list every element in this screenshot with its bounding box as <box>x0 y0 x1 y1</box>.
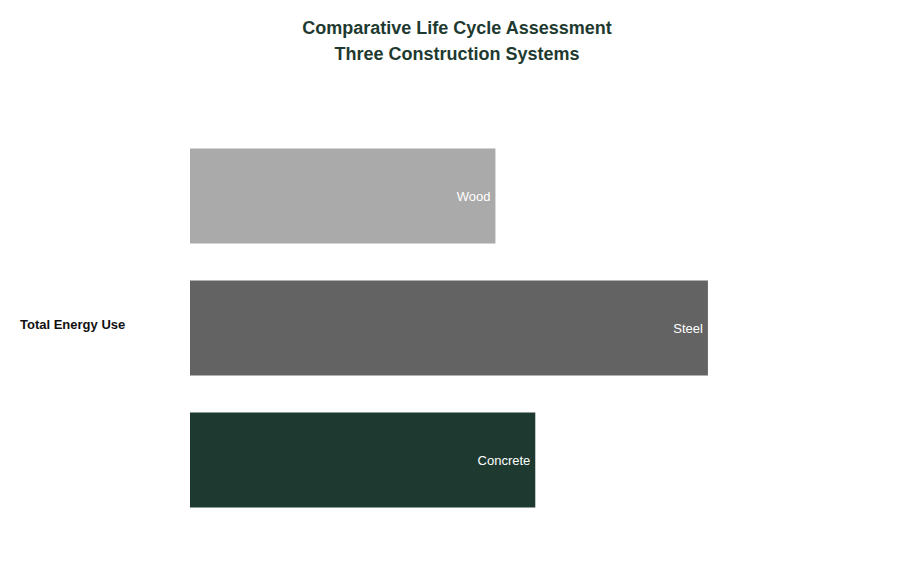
svg-text:Steel: Steel <box>673 321 703 336</box>
svg-text:Concrete: Concrete <box>478 453 531 468</box>
svg-text:Three Construction Systems: Three Construction Systems <box>334 44 579 64</box>
svg-text:Comparative Life Cycle Assessm: Comparative Life Cycle Assessment <box>302 18 611 38</box>
svg-text:Wood: Wood <box>457 189 491 204</box>
svg-text:Total Energy Use: Total Energy Use <box>20 317 125 332</box>
